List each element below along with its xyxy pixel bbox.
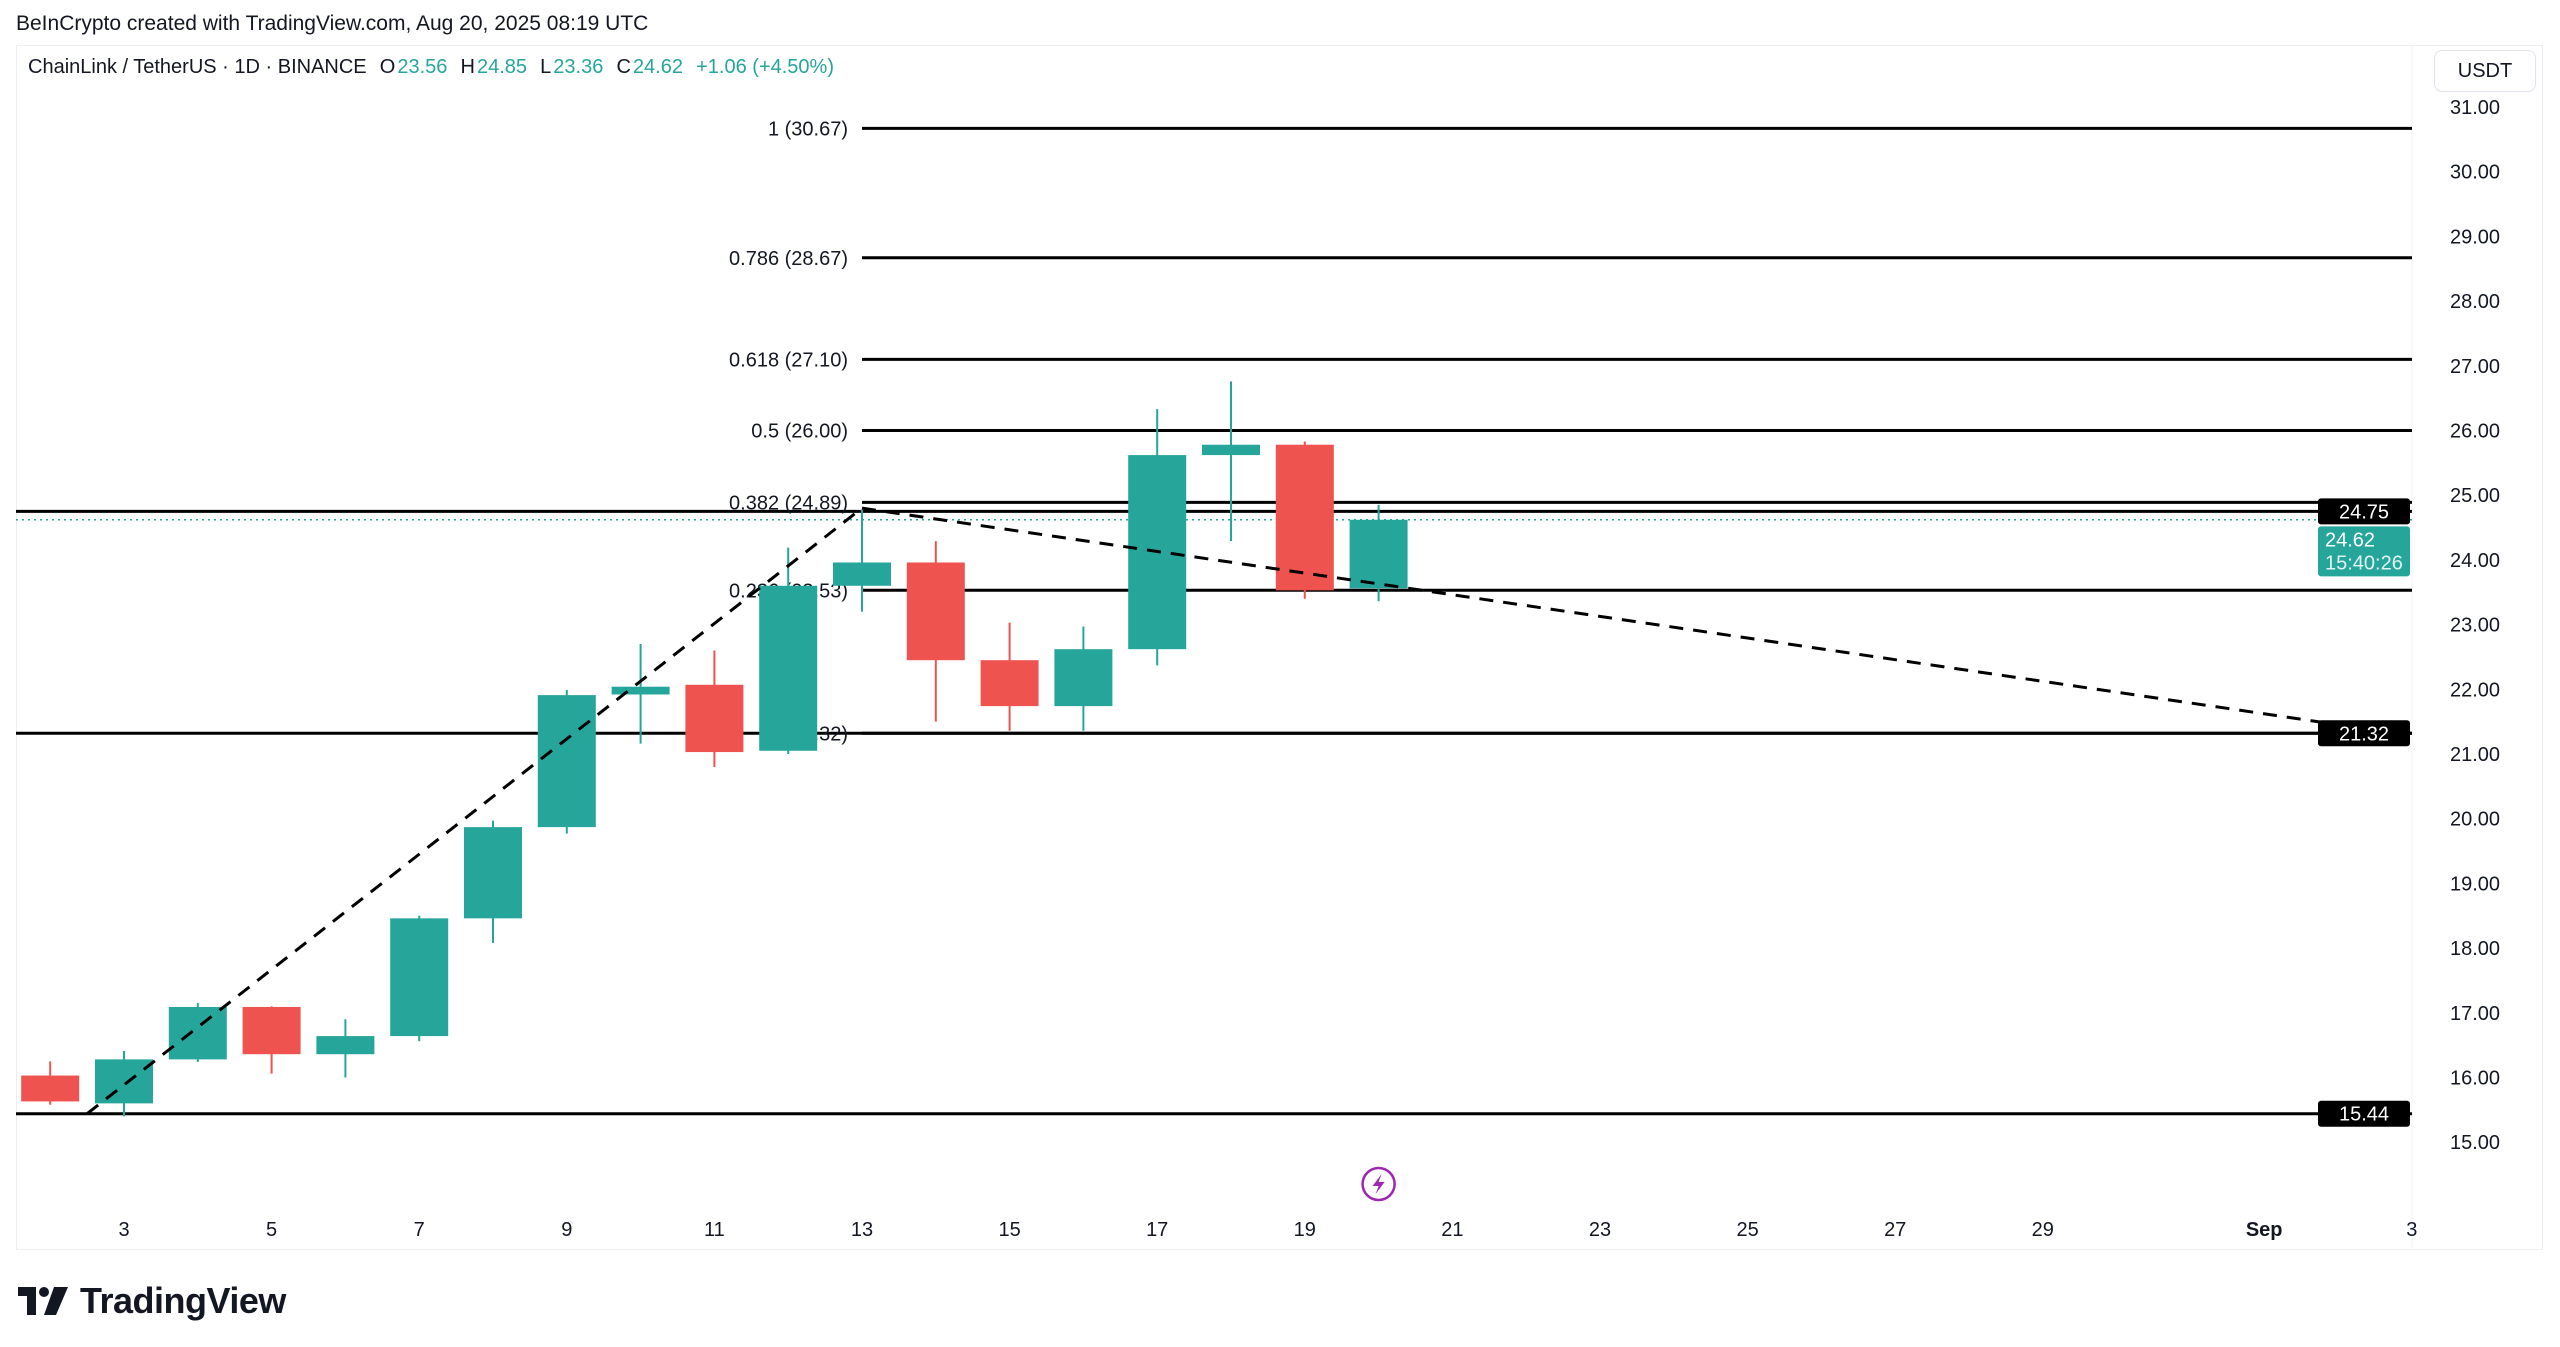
y-tick-label: 20.00	[2450, 809, 2500, 831]
x-tick-label: 3	[118, 1219, 129, 1241]
x-tick-label: 3	[2406, 1219, 2417, 1241]
y-tick-label: 23.00	[2450, 615, 2500, 637]
y-tick-label: 21.00	[2450, 744, 2500, 766]
fib-level-label: 0.618 (27.10)	[729, 349, 848, 371]
close-value: 24.62	[632, 56, 683, 78]
x-tick-label: 17	[1146, 1219, 1168, 1241]
price-tag	[2318, 720, 2410, 747]
symbol-legend: ChainLink / TetherUS · 1D · BINANCE O 23.…	[28, 56, 836, 79]
trend-line	[86, 506, 863, 1115]
candle-body	[95, 1059, 153, 1104]
candle-body	[168, 1006, 227, 1060]
open-value: 23.56	[397, 56, 448, 78]
tradingview-logo-text: TradingView	[80, 1280, 286, 1321]
candle-body	[390, 918, 449, 1037]
candle-body	[242, 1006, 301, 1055]
low-label: L	[540, 56, 552, 78]
x-tick-label: 11	[704, 1219, 725, 1241]
candle-body	[464, 827, 522, 919]
price-tag	[2318, 1100, 2410, 1127]
chart-frame	[16, 45, 2543, 1250]
candle-body	[906, 562, 965, 661]
y-tick-label: 16.00	[2450, 1068, 2500, 1090]
y-tick-label: 18.00	[2450, 938, 2500, 960]
fib-level-label: 0.786 (28.67)	[729, 248, 848, 270]
high-label: H	[460, 56, 475, 78]
x-tick-label: 25	[1736, 1219, 1758, 1241]
price-tag-label: 24.75	[2339, 501, 2389, 523]
candle-body	[316, 1036, 375, 1055]
x-tick-label: 21	[1441, 1219, 1463, 1241]
candle-body	[980, 660, 1039, 707]
candle-body	[1202, 444, 1260, 456]
low-value: 23.36	[553, 56, 604, 78]
tradingview-logo-icon	[18, 1287, 68, 1315]
tradingview-logo[interactable]: TradingView	[18, 1280, 286, 1322]
candle-body	[833, 562, 891, 586]
y-tick-label: 30.00	[2450, 162, 2500, 184]
y-tick-label: 31.00	[2450, 97, 2500, 119]
x-tick-label: 15	[998, 1219, 1020, 1241]
candle-body	[685, 684, 744, 753]
currency-button[interactable]: USDT	[2434, 50, 2536, 92]
x-tick-label: Sep	[2246, 1219, 2283, 1241]
candle-body	[537, 695, 596, 828]
candle-body	[1275, 444, 1334, 591]
y-tick-label: 29.00	[2450, 226, 2500, 248]
last-price-label: 24.62	[2325, 529, 2375, 551]
candle-body	[21, 1075, 80, 1102]
y-tick-label: 17.00	[2450, 1003, 2500, 1025]
y-tick-label: 28.00	[2450, 291, 2500, 313]
change-value: +1.06 (+4.50%)	[696, 56, 834, 78]
y-tick-label: 19.00	[2450, 873, 2500, 895]
x-tick-label: 29	[2032, 1219, 2054, 1241]
last-price-tag	[2318, 526, 2410, 577]
x-tick-label: 19	[1294, 1219, 1316, 1241]
symbol-name[interactable]: ChainLink / TetherUS · 1D · BINANCE	[28, 56, 367, 78]
y-tick-label: 26.00	[2450, 421, 2500, 443]
high-value: 24.85	[476, 56, 528, 78]
fib-level-label: 0.5 (26.00)	[751, 421, 848, 443]
candle-body	[1054, 649, 1113, 707]
x-tick-label: 13	[851, 1219, 873, 1241]
x-tick-label: 27	[1884, 1219, 1906, 1241]
x-tick-label: 7	[414, 1219, 425, 1241]
open-label: O	[379, 56, 396, 78]
candle-body	[759, 585, 818, 751]
x-tick-label: 5	[266, 1219, 277, 1241]
lightning-bolt-icon	[1372, 1174, 1385, 1194]
chart-credit: BeInCrypto created with TradingView.com,…	[16, 12, 649, 35]
trend-line	[861, 506, 2398, 735]
x-tick-label: 23	[1589, 1219, 1611, 1241]
y-tick-label: 22.00	[2450, 679, 2500, 701]
price-tag	[2318, 498, 2410, 525]
fib-level-label: 0.382 (24.89)	[729, 492, 848, 514]
y-tick-label: 27.00	[2450, 356, 2500, 378]
fib-level-label: 1 (30.67)	[768, 118, 848, 140]
candle-body	[1349, 519, 1408, 589]
price-tag-label: 21.32	[2339, 723, 2389, 745]
y-tick-label: 24.00	[2450, 550, 2500, 572]
close-label: C	[616, 56, 631, 78]
candle-body	[611, 686, 670, 695]
y-tick-label: 15.00	[2450, 1132, 2500, 1154]
countdown-label: 15:40:26	[2325, 552, 2403, 574]
price-tag-label: 15.44	[2339, 1104, 2389, 1126]
x-tick-label: 9	[561, 1219, 572, 1241]
y-tick-label: 25.00	[2450, 485, 2500, 507]
